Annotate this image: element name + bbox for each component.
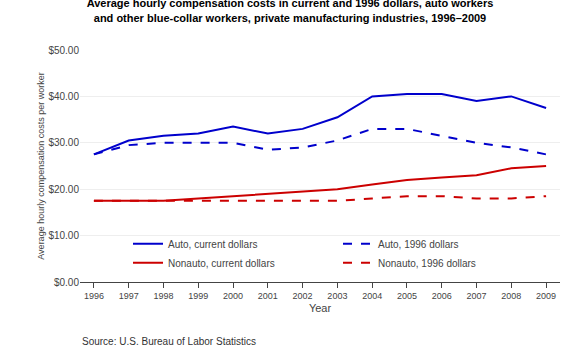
svg-text:2006: 2006 [432, 291, 452, 301]
svg-text:Average hourly compensation co: Average hourly compensation costs per wo… [36, 72, 46, 259]
svg-text:Nonauto, 1996 dollars: Nonauto, 1996 dollars [378, 258, 476, 269]
svg-text:2000: 2000 [223, 291, 243, 301]
svg-text:$10.00: $10.00 [48, 230, 79, 241]
svg-text:1996: 1996 [84, 291, 104, 301]
svg-text:1999: 1999 [188, 291, 208, 301]
svg-text:Auto, current dollars: Auto, current dollars [168, 239, 258, 250]
svg-text:1998: 1998 [153, 291, 173, 301]
svg-text:$50.00: $50.00 [48, 45, 79, 56]
svg-text:2009: 2009 [536, 291, 556, 301]
svg-text:2008: 2008 [501, 291, 521, 301]
svg-text:Auto, 1996 dollars: Auto, 1996 dollars [378, 239, 459, 250]
svg-text:2005: 2005 [397, 291, 417, 301]
svg-text:1997: 1997 [119, 291, 139, 301]
svg-text:2007: 2007 [467, 291, 487, 301]
svg-text:2002: 2002 [293, 291, 313, 301]
svg-text:Nonauto, current dollars: Nonauto, current dollars [168, 258, 275, 269]
svg-text:Average hourly compensation co: Average hourly compensation costs in cur… [87, 0, 494, 23]
svg-text:2001: 2001 [258, 291, 278, 301]
svg-text:2004: 2004 [362, 291, 382, 301]
svg-text:Source: U.S. Bureau of Labor S: Source: U.S. Bureau of Labor Statistics [82, 336, 256, 347]
svg-text:$30.00: $30.00 [48, 137, 79, 148]
svg-text:Year: Year [309, 302, 332, 314]
svg-text:$40.00: $40.00 [48, 91, 79, 102]
svg-text:2003: 2003 [327, 291, 347, 301]
svg-text:$0.00: $0.00 [54, 277, 79, 288]
svg-text:$20.00: $20.00 [48, 184, 79, 195]
